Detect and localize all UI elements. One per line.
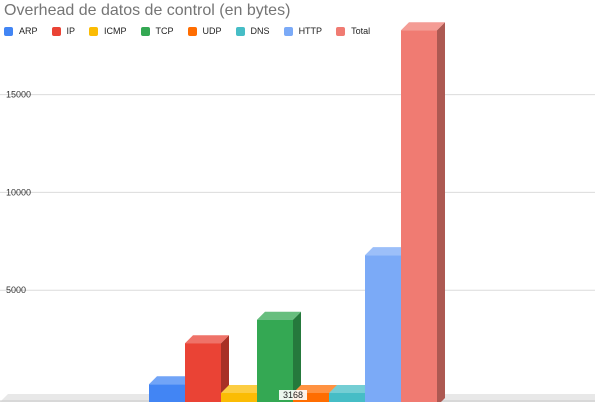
y-tick-label: 15000 [6, 90, 31, 100]
bar-front [293, 393, 329, 402]
legend-swatch [235, 26, 245, 36]
bar-top [401, 22, 445, 31]
y-tick-label: 5000 [6, 285, 26, 295]
bar-side [437, 22, 445, 402]
legend-swatch [283, 26, 293, 36]
bar-total [401, 22, 445, 402]
legend-swatch [4, 26, 13, 36]
legend-item-udp: UDP [187, 26, 222, 36]
bar-front [401, 30, 437, 402]
legend-label: IP [66, 26, 76, 36]
legend-label: HTTP [298, 26, 323, 36]
legend-item-dns: DNS [235, 26, 270, 36]
bar-front [257, 319, 293, 402]
bar-side [293, 311, 301, 402]
bar-front [149, 384, 185, 402]
data-label-box [279, 390, 307, 400]
bar-front [365, 255, 401, 402]
bar-front [185, 343, 221, 402]
legend-label: UDP [202, 26, 222, 36]
legend-label: TCP [155, 26, 174, 36]
bar-front [329, 393, 365, 402]
data-label: 3168 [283, 390, 303, 400]
legend-swatch [140, 26, 150, 36]
legend-label: DNS [250, 26, 270, 36]
legend-label: Total [351, 26, 371, 36]
bar-tcp [257, 311, 301, 402]
legend-item-total: Total [336, 26, 370, 36]
bar-top [365, 247, 409, 256]
bar-top [221, 385, 265, 393]
legend-item-ip: IP [51, 26, 76, 36]
bar-top [329, 385, 373, 393]
legend-swatch [187, 26, 197, 36]
legend-item-icmp: ICMP [89, 26, 127, 36]
legend-label: ICMP [104, 26, 127, 36]
legend-item-arp: ARP [4, 26, 38, 36]
chart-title: Overhead de datos de control (en bytes) [4, 2, 291, 19]
legend-swatch [89, 26, 99, 36]
legend-item-tcp: TCP [140, 26, 174, 36]
bar-front [221, 393, 257, 402]
y-tick-label: 10000 [6, 187, 31, 197]
bar-top [257, 311, 301, 320]
legend-item-http: HTTP [283, 26, 323, 36]
legend-swatch [336, 26, 346, 36]
bar-side [221, 335, 229, 402]
legend-label: ARP [19, 26, 38, 36]
legend-swatch [51, 26, 61, 36]
bar-top [185, 335, 229, 344]
bar-top [149, 376, 193, 385]
chart-legend: ARP IP ICMP TCP UDP DNS HTTP Total [4, 24, 384, 38]
bar-ip [185, 335, 229, 402]
